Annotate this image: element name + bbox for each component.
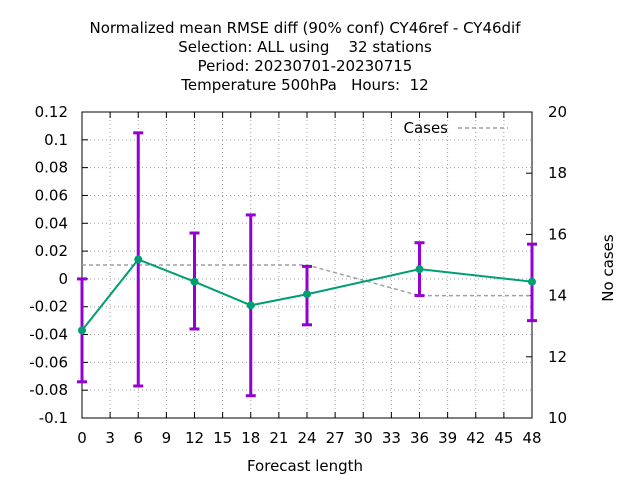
legend-cases-label: Cases [403,119,448,137]
x-tick-label: 3 [105,429,115,447]
data-point [134,255,143,264]
data-point [246,301,255,310]
x-tick-label: 39 [438,429,457,447]
y-tick-label: -0.06 [29,353,68,371]
y-tick-label: 0 [58,270,68,288]
x-tick-label: 6 [133,429,143,447]
title-line-4: Temperature 500hPa Hours: 12 [180,76,428,94]
x-tick-label: 27 [326,429,345,447]
data-point [190,277,199,286]
legend: Cases [403,119,508,137]
y2-tick-label: 20 [548,103,567,121]
y-tick-label: -0.04 [29,326,68,344]
y-tick-label: -0.02 [29,298,68,316]
data-point [415,265,424,274]
chart-title: Normalized mean RMSE diff (90% conf) CY4… [89,19,521,94]
x-tick-label: 21 [269,429,288,447]
y-tick-label: -0.1 [39,409,68,427]
y2-tick-label: 14 [548,287,567,305]
y2-axis-label: No cases [599,234,617,302]
x-tick-label: 9 [162,429,172,447]
y-tick-label: 0.08 [35,159,68,177]
y-tick-label: 0.06 [35,186,68,204]
x-tick-label: 12 [185,429,204,447]
data-point [303,290,311,299]
y-tick-label: 0.1 [44,131,68,149]
y-tick-label: 0.12 [35,103,68,121]
title-line-3: Period: 20230701-20230715 [198,57,413,75]
x-axis-label: Forecast length [247,457,363,475]
series [77,131,537,398]
x-tick-label: 33 [382,429,401,447]
y-tick-label: 0.02 [35,242,68,260]
x-tick-label: 48 [522,429,541,447]
y-tick-label: -0.08 [29,381,68,399]
title-line-1: Normalized mean RMSE diff (90% conf) CY4… [89,19,521,37]
x-tick-label: 15 [213,429,232,447]
x-tick-label: 30 [354,429,373,447]
x-tick-label: 42 [466,429,485,447]
y2-tick-label: 18 [548,164,567,182]
x-tick-label: 36 [410,429,429,447]
y2-tick-label: 12 [548,348,567,366]
y2-tick-label: 10 [548,409,567,427]
axis-ticks: 0 3 6 9 12 15 18 21 24 27 30 33 36 39 42 45 48-0.1-0.08-… [29,103,567,447]
y2-tick-label: 16 [548,225,567,243]
data-point [528,277,536,286]
data-point [78,326,86,335]
x-tick-label: 45 [494,429,513,447]
title-line-2: Selection: ALL using 32 stations [178,38,432,56]
y-tick-label: 0.04 [35,214,68,232]
x-tick-label: 0 [77,429,87,447]
x-tick-label: 18 [241,429,260,447]
x-tick-label: 24 [297,429,316,447]
